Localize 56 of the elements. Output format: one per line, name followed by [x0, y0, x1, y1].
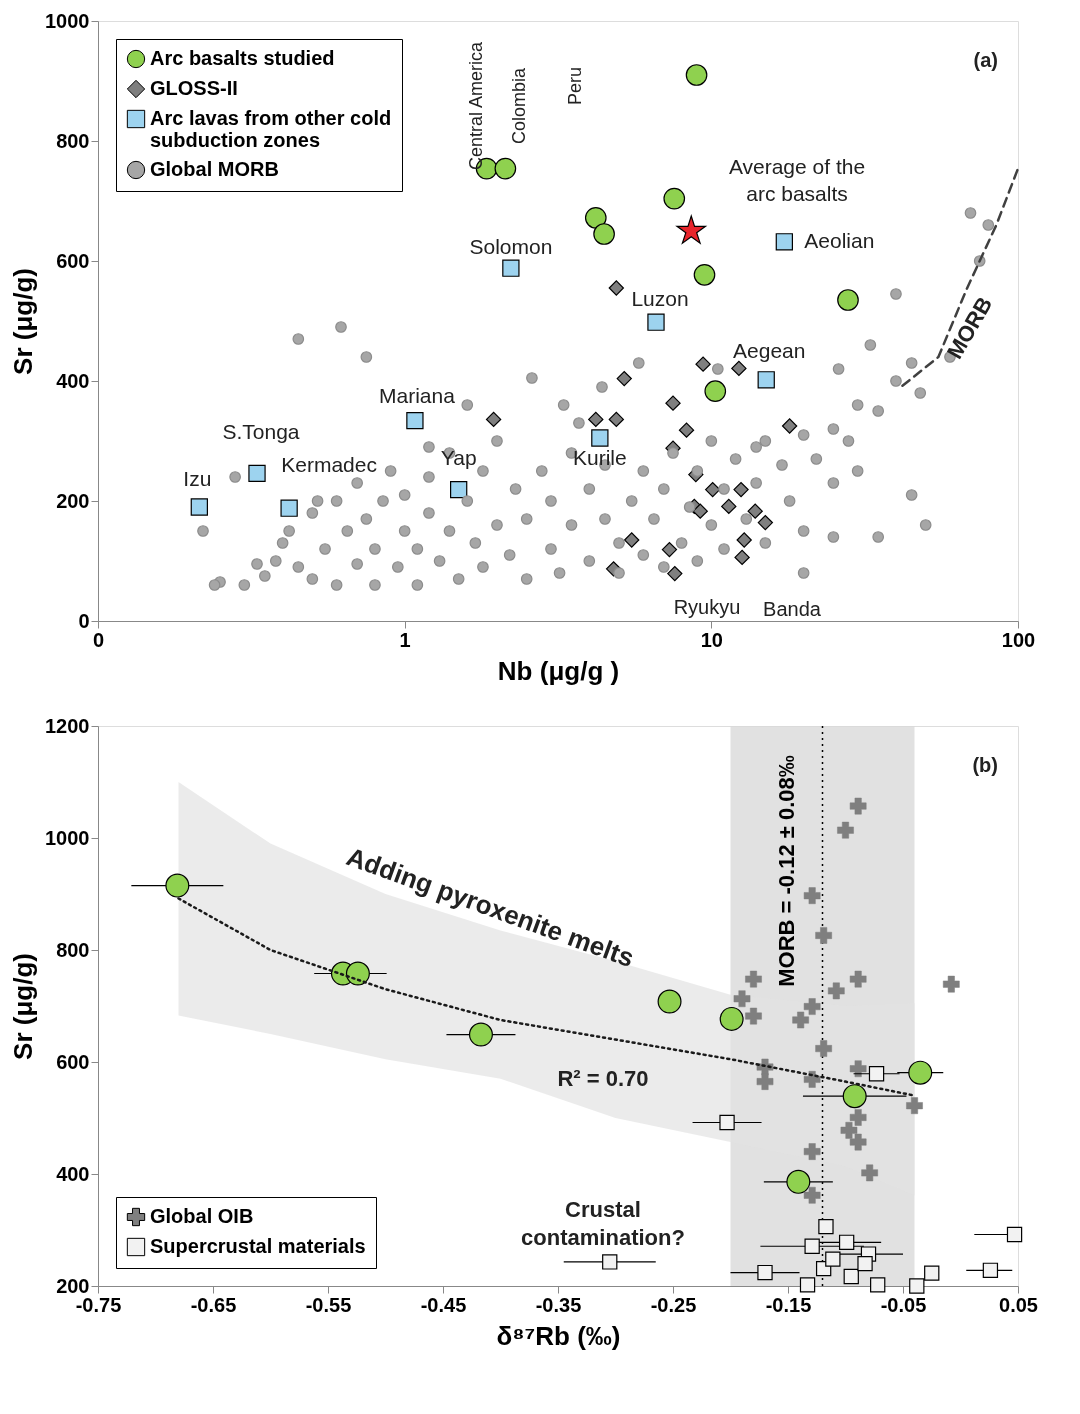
y-tick-label: 400	[56, 1162, 90, 1185]
legend-label: Global OIB	[150, 1205, 254, 1227]
x-axis-title: Nb (μg/g )	[497, 655, 620, 686]
annotation: arc basalts	[746, 182, 848, 205]
x-tick-label: -0.05	[880, 1293, 927, 1316]
annotation: Central America	[466, 40, 486, 171]
annotation: Aeolian	[804, 228, 875, 252]
y-tick-label: 600	[56, 249, 90, 272]
annotation: Peru	[565, 66, 585, 106]
annotation: Solomon	[469, 235, 553, 259]
x-tick-label: -0.65	[190, 1293, 237, 1316]
annotation: (a)	[973, 49, 998, 71]
x-tick-label: 1	[399, 628, 411, 651]
y-tick-label: 400	[56, 369, 90, 392]
x-tick-label: 10	[700, 628, 723, 651]
y-tick-label: 800	[56, 938, 90, 961]
x-tick-label: -0.55	[305, 1293, 352, 1316]
legend-label: Arc basalts studied	[150, 47, 335, 69]
ref-line-label: MORB = -0.12 ± 0.08‰	[773, 755, 799, 987]
annotation: R² = 0.70	[557, 1066, 649, 1091]
annotation: Aegean	[733, 338, 806, 362]
annotation: Luzon	[631, 287, 689, 311]
x-tick-label: 0.05	[999, 1293, 1038, 1316]
x-axis-title: δ⁸⁷Rb (‰)	[496, 1320, 621, 1351]
x-tick-label: 100	[1001, 628, 1036, 651]
annotation: Mariana	[378, 383, 456, 407]
annotation: contamination?	[521, 1225, 685, 1250]
x-tick-label: 0	[92, 628, 105, 651]
y-tick-label: 1000	[45, 826, 90, 849]
y-axis-title: Sr (μg/g)	[8, 268, 39, 375]
annotation: Ryukyu	[673, 596, 741, 618]
y-tick-label: 0	[78, 609, 90, 632]
legend-label: Supercrustal materials	[150, 1235, 366, 1257]
legend-label: Global MORB	[150, 158, 279, 180]
annotation: Average of the	[728, 155, 866, 178]
legend-label: GLOSS-II	[150, 77, 238, 99]
annotation: Colombia	[509, 67, 529, 145]
annotation: Crustal	[565, 1197, 641, 1222]
annotation: Banda	[763, 598, 822, 620]
x-tick-label: -0.25	[650, 1293, 697, 1316]
legend-label: Arc lavas from other cold subduction zones	[150, 107, 392, 151]
y-tick-label: 800	[56, 129, 90, 152]
annotation: Kermadec	[281, 453, 377, 477]
annotation: Kurile	[573, 446, 627, 469]
y-tick-label: 600	[56, 1050, 90, 1073]
y-tick-label: 200	[56, 489, 90, 512]
y-axis-title: Sr (μg/g)	[8, 953, 39, 1060]
annotation: Yap	[440, 445, 477, 469]
y-tick-label: 1000	[45, 9, 90, 32]
x-tick-label: -0.35	[535, 1293, 582, 1316]
y-tick-label: 1200	[45, 714, 90, 737]
x-tick-label: -0.45	[420, 1293, 467, 1316]
x-tick-label: -0.15	[765, 1293, 812, 1316]
annotation: S.Tonga	[222, 420, 300, 444]
annotation: (b)	[972, 754, 998, 776]
annotation: Izu	[183, 467, 212, 490]
